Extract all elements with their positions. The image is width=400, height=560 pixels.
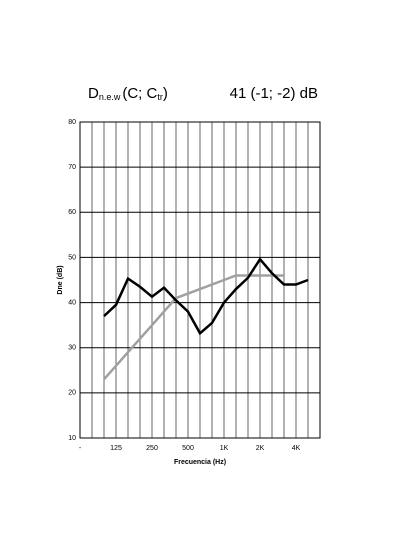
x-tick-label: 250 [146, 445, 158, 452]
plot-frame [79, 121, 321, 439]
x-tick-label: 1K [220, 445, 229, 452]
x-tick-label: 125 [110, 445, 122, 452]
y-tick-label: 60 [68, 209, 76, 216]
y-axis-label: Dne (dB) [57, 265, 64, 294]
title-terms-sub: tr [157, 92, 163, 102]
x-tick-label: 4K [292, 445, 301, 452]
series-line [103, 274, 284, 381]
y-tick-label: 10 [68, 435, 76, 442]
y-tick-label: 50 [68, 254, 76, 261]
rating: 41 (-1; -2) dB [230, 85, 318, 102]
x-tick-label: - [79, 445, 82, 452]
y-tick-label: 40 [68, 299, 76, 306]
chart-title: Dn.e.w (C; Ctr) [88, 85, 168, 102]
y-tick-label: 30 [68, 345, 76, 352]
title-symbol-sub: n.e.w [99, 92, 121, 102]
x-axis-label: Frecuencia (Hz) [174, 459, 226, 466]
x-tick-label: 500 [182, 445, 194, 452]
y-tick-label: 80 [68, 119, 76, 126]
y-tick-label: 70 [68, 164, 76, 171]
title-symbol: D [88, 85, 99, 102]
series-line [103, 257, 309, 336]
title-terms: (C; C [122, 85, 157, 102]
y-tick-label: 20 [68, 390, 76, 397]
x-tick-label: 2K [256, 445, 265, 452]
title-terms-end: ) [163, 85, 168, 102]
